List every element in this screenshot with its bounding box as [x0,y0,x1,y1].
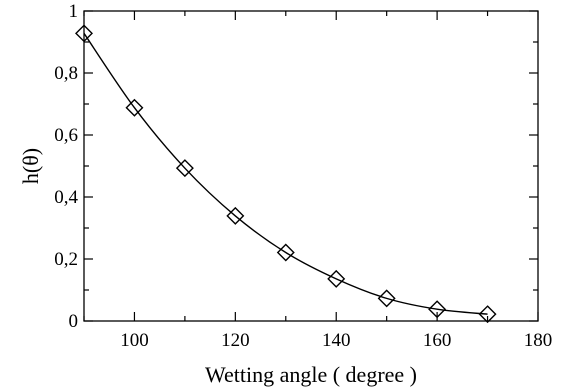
data-point-diamond [125,98,144,117]
data-point-diamond [226,206,245,225]
x-tick-label: 160 [423,330,452,351]
x-tick-label: 180 [524,330,553,351]
axis-ticks [83,10,539,322]
y-tick-label: 0 [69,311,79,332]
plot-frame [83,10,539,322]
data-point-diamond [327,269,346,288]
data-point-diamond [75,24,93,43]
series-line [83,32,488,315]
y-tick-label: 0,4 [54,187,78,208]
x-tick-label: 120 [221,330,250,351]
data-point-diamond [175,159,194,178]
data-point-diamond [478,305,497,324]
data-point-diamond [377,289,396,308]
x-tick-label: 100 [120,330,149,351]
data-point-diamond [276,243,295,262]
y-tick-label: 0,6 [54,125,78,146]
y-tick-label: 1 [69,1,79,22]
y-tick-label: 0,2 [54,249,78,270]
y-tick-labels: 0 0,2 0,4 0,6 0,8 1 [54,1,78,332]
x-tick-labels: 100 120 140 160 180 [120,330,552,351]
x-axis-title: Wetting angle ( degree ) [205,362,417,387]
series-markers [75,24,497,324]
y-tick-label: 0,8 [54,63,78,84]
data-point-diamond [428,300,447,319]
x-tick-label: 140 [322,330,351,351]
y-axis-title: h(θ) [18,148,43,184]
